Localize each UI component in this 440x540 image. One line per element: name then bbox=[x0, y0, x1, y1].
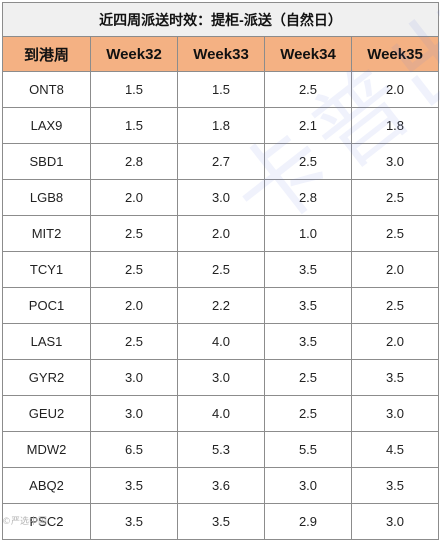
delivery-days-cell: 2.0 bbox=[90, 287, 178, 324]
warehouse-code-cell: GYR2 bbox=[2, 359, 91, 396]
table-row: MIT2 2.5 2.0 1.0 2.5 bbox=[2, 215, 439, 252]
header-week34: Week34 bbox=[264, 36, 352, 72]
delivery-days-cell: 3.5 bbox=[264, 251, 352, 288]
delivery-days-cell: 2.5 bbox=[90, 215, 178, 252]
warehouse-code-cell: ABQ2 bbox=[2, 467, 91, 504]
delivery-days-cell: 3.0 bbox=[351, 395, 439, 432]
delivery-days-cell: 3.5 bbox=[90, 467, 178, 504]
delivery-days-cell: 2.0 bbox=[177, 215, 265, 252]
warehouse-code-cell: SBD1 bbox=[2, 143, 91, 180]
table-row: SBD1 2.8 2.7 2.5 3.0 bbox=[2, 143, 439, 180]
delivery-days-cell: 4.5 bbox=[351, 431, 439, 468]
delivery-days-cell: 4.0 bbox=[177, 323, 265, 360]
delivery-days-cell: 3.0 bbox=[90, 359, 178, 396]
header-port-week: 到港周 bbox=[2, 36, 91, 72]
delivery-days-cell: 3.0 bbox=[351, 143, 439, 180]
delivery-days-cell: 1.8 bbox=[177, 107, 265, 144]
delivery-days-cell: 3.5 bbox=[351, 467, 439, 504]
delivery-days-cell: 3.5 bbox=[264, 323, 352, 360]
watermark-corner: ©严选中国 bbox=[2, 517, 48, 527]
delivery-days-cell: 1.5 bbox=[177, 71, 265, 108]
table-row: TCY1 2.5 2.5 3.5 2.0 bbox=[2, 251, 439, 288]
delivery-days-cell: 3.0 bbox=[90, 395, 178, 432]
delivery-days-cell: 2.5 bbox=[264, 143, 352, 180]
table-row: GEU2 3.0 4.0 2.5 3.0 bbox=[2, 395, 439, 432]
table-row: GYR2 3.0 3.0 2.5 3.5 bbox=[2, 359, 439, 396]
delivery-days-cell: 1.0 bbox=[264, 215, 352, 252]
table-row: POC1 2.0 2.2 3.5 2.5 bbox=[2, 287, 439, 324]
warehouse-code-cell: ONT8 bbox=[2, 71, 91, 108]
table-row: MDW2 6.5 5.3 5.5 4.5 bbox=[2, 431, 439, 468]
delivery-days-cell: 2.5 bbox=[351, 215, 439, 252]
delivery-days-cell: 2.7 bbox=[177, 143, 265, 180]
delivery-days-cell: 6.5 bbox=[90, 431, 178, 468]
delivery-days-cell: 2.5 bbox=[90, 323, 178, 360]
warehouse-code-cell: LAX9 bbox=[2, 107, 91, 144]
header-week35: Week35 bbox=[351, 36, 439, 72]
header-row: 到港周 Week32 Week33 Week34 Week35 bbox=[2, 36, 439, 72]
delivery-days-cell: 5.3 bbox=[177, 431, 265, 468]
table-row: ABQ2 3.5 3.6 3.0 3.5 bbox=[2, 467, 439, 504]
delivery-days-cell: 3.0 bbox=[264, 467, 352, 504]
delivery-days-cell: 2.0 bbox=[90, 179, 178, 216]
delivery-days-cell: 3.6 bbox=[177, 467, 265, 504]
delivery-days-cell: 3.5 bbox=[90, 503, 178, 540]
delivery-days-cell: 2.5 bbox=[264, 395, 352, 432]
delivery-days-cell: 1.8 bbox=[351, 107, 439, 144]
delivery-days-cell: 3.0 bbox=[351, 503, 439, 540]
table-row: PSC2 3.5 3.5 2.9 3.0 bbox=[2, 503, 439, 540]
warehouse-code-cell: MIT2 bbox=[2, 215, 91, 252]
delivery-days-cell: 2.9 bbox=[264, 503, 352, 540]
delivery-days-cell: 2.0 bbox=[351, 71, 439, 108]
warehouse-code-cell: POC1 bbox=[2, 287, 91, 324]
delivery-days-cell: 5.5 bbox=[264, 431, 352, 468]
delivery-days-cell: 2.0 bbox=[351, 251, 439, 288]
header-week33: Week33 bbox=[177, 36, 265, 72]
table-row: ONT8 1.5 1.5 2.5 2.0 bbox=[2, 71, 439, 108]
table-title-row: 近四周派送时效：提柜-派送（自然日） bbox=[2, 2, 439, 37]
delivery-days-cell: 3.5 bbox=[351, 359, 439, 396]
delivery-days-cell: 3.0 bbox=[177, 359, 265, 396]
delivery-days-cell: 1.5 bbox=[90, 107, 178, 144]
delivery-days-cell: 2.8 bbox=[90, 143, 178, 180]
delivery-days-cell: 3.5 bbox=[264, 287, 352, 324]
delivery-days-cell: 2.1 bbox=[264, 107, 352, 144]
delivery-days-cell: 4.0 bbox=[177, 395, 265, 432]
delivery-days-cell: 3.5 bbox=[177, 503, 265, 540]
warehouse-code-cell: TCY1 bbox=[2, 251, 91, 288]
header-week32: Week32 bbox=[90, 36, 178, 72]
delivery-days-cell: 2.5 bbox=[177, 251, 265, 288]
table-row: LGB8 2.0 3.0 2.8 2.5 bbox=[2, 179, 439, 216]
delivery-days-cell: 1.5 bbox=[90, 71, 178, 108]
delivery-days-cell: 2.5 bbox=[90, 251, 178, 288]
table-title: 近四周派送时效：提柜-派送（自然日） bbox=[2, 2, 439, 37]
delivery-days-cell: 2.2 bbox=[177, 287, 265, 324]
warehouse-code-cell: LGB8 bbox=[2, 179, 91, 216]
delivery-days-cell: 2.5 bbox=[264, 71, 352, 108]
delivery-days-cell: 2.8 bbox=[264, 179, 352, 216]
delivery-days-cell: 3.0 bbox=[177, 179, 265, 216]
delivery-days-cell: 2.5 bbox=[351, 287, 439, 324]
table-row: LAX9 1.5 1.8 2.1 1.8 bbox=[2, 107, 439, 144]
table-row: LAS1 2.5 4.0 3.5 2.0 bbox=[2, 323, 439, 360]
warehouse-code-cell: MDW2 bbox=[2, 431, 91, 468]
delivery-days-cell: 2.5 bbox=[264, 359, 352, 396]
delivery-days-cell: 2.0 bbox=[351, 323, 439, 360]
delivery-days-cell: 2.5 bbox=[351, 179, 439, 216]
warehouse-code-cell: LAS1 bbox=[2, 323, 91, 360]
warehouse-code-cell: GEU2 bbox=[2, 395, 91, 432]
